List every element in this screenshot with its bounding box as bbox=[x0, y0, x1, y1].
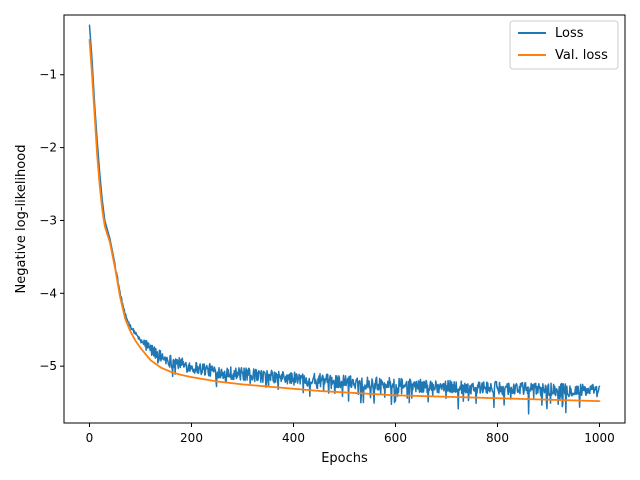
x-tick-label-3: 600 bbox=[384, 431, 407, 445]
series-val-loss-line bbox=[88, 38, 601, 403]
y-tick-label-1: −2 bbox=[39, 141, 57, 155]
series-loss-line bbox=[88, 24, 601, 415]
y-tick-label-4: −5 bbox=[39, 359, 57, 373]
y-tick-label-3: −4 bbox=[39, 286, 57, 300]
legend-val-loss-label: Val. loss bbox=[555, 48, 608, 63]
plot-area bbox=[63, 14, 626, 424]
legend: Loss Val. loss bbox=[509, 20, 619, 70]
legend-loss-label: Loss bbox=[555, 26, 584, 41]
x-tick-label-1: 200 bbox=[180, 431, 203, 445]
y-axis: −1 −2 −3 −4 −5 bbox=[39, 68, 64, 373]
x-tick-label-2: 400 bbox=[282, 431, 305, 445]
y-tick-label-0: −1 bbox=[39, 68, 57, 82]
series-layer bbox=[88, 24, 601, 415]
plot-frame bbox=[63, 14, 626, 424]
x-axis: 0 200 400 600 800 1000 bbox=[86, 423, 615, 445]
y-axis-label: Negative log-likelihood bbox=[14, 145, 29, 294]
x-tick-label-0: 0 bbox=[86, 431, 94, 445]
y-tick-label-2: −3 bbox=[39, 213, 57, 227]
x-tick-label-5: 1000 bbox=[584, 431, 615, 445]
x-axis-label: Epochs bbox=[321, 451, 368, 466]
x-tick-label-4: 800 bbox=[486, 431, 509, 445]
